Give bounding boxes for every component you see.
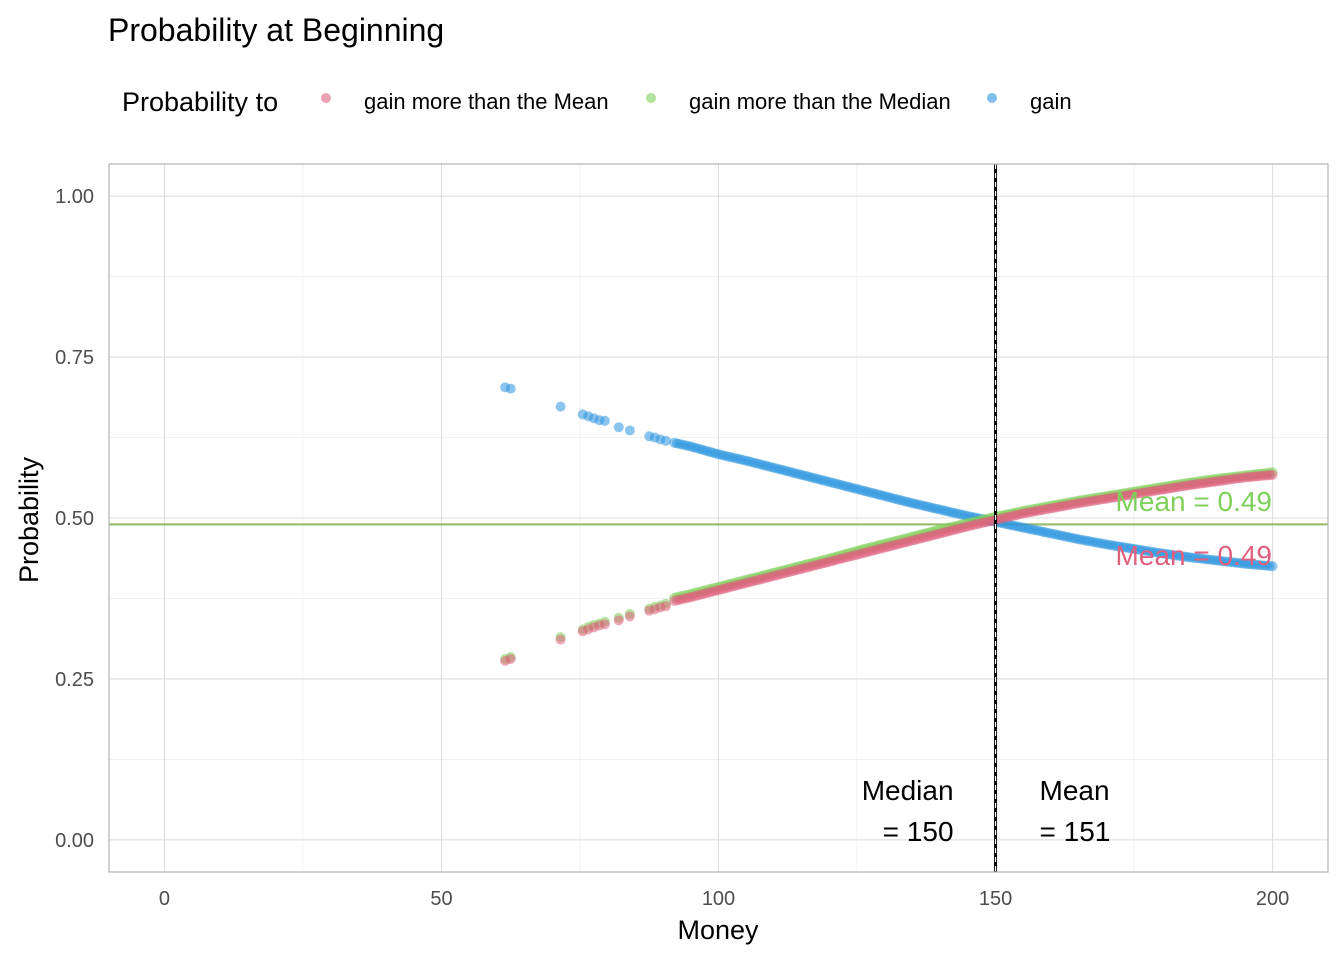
x-axis-ticks: 0 50 100 150 200: [159, 888, 1289, 910]
legend-key-2: [987, 93, 997, 103]
mean-series-mean-label: Mean = 0.49: [1116, 540, 1272, 571]
x-tick-label: 100: [702, 888, 735, 910]
data-points: [500, 382, 1278, 666]
plot-panel: Median = 150 Mean = 151 Mean = 0.49 Mean = 0.…: [108, 163, 1329, 873]
median-annotation-line1: Median: [862, 775, 954, 806]
y-tick-label: 0.75: [55, 347, 94, 369]
x-axis-title: Money: [677, 915, 759, 945]
data-point: [613, 422, 624, 433]
y-tick-label: 1.00: [55, 186, 94, 208]
data-point: [555, 634, 566, 645]
y-tick-label: 0.00: [55, 830, 94, 852]
data-point: [613, 615, 624, 626]
legend-label-1: gain more than the Median: [689, 89, 951, 114]
y-axis-title: Probability: [14, 456, 44, 583]
data-point: [599, 415, 610, 426]
legend-title: Probability to: [122, 87, 278, 117]
legend-key-0: [321, 93, 331, 103]
mean-annotation-line2: = 151: [1040, 816, 1111, 847]
chart-title: Probability at Beginning: [108, 12, 444, 48]
series-gain-more-than-the-mean: [500, 469, 1278, 666]
data-point: [660, 601, 671, 612]
panel-border: [108, 163, 1329, 873]
y-axis-ticks: 0.00 0.25 0.50 0.75 1.00: [55, 186, 94, 852]
data-point: [555, 401, 566, 412]
x-tick-label: 150: [979, 888, 1012, 910]
legend-key-1: [646, 93, 656, 103]
x-tick-label: 200: [1256, 888, 1289, 910]
series-gain: [500, 382, 1278, 572]
y-tick-label: 0.50: [55, 508, 94, 530]
legend-label-0: gain more than the Mean: [364, 89, 609, 114]
y-tick-label: 0.25: [55, 669, 94, 691]
median-series-mean-label: Mean = 0.49: [1116, 486, 1272, 517]
data-point: [505, 653, 516, 664]
data-point: [624, 611, 635, 622]
annotations: Median = 150 Mean = 151 Mean = 0.49 Mean = 0.…: [862, 486, 1272, 847]
data-point: [505, 383, 516, 394]
median-annotation-line2: = 150: [883, 816, 954, 847]
legend: Probability to gain more than the Mean ga…: [122, 87, 1072, 117]
data-point: [624, 425, 635, 436]
mean-annotation-line1: Mean: [1040, 775, 1110, 806]
data-point: [660, 435, 671, 446]
data-point: [1267, 469, 1278, 480]
data-point: [1267, 561, 1278, 572]
legend-label-2: gain: [1030, 89, 1072, 114]
data-point: [599, 619, 610, 630]
x-tick-label: 0: [159, 888, 170, 910]
major-gridlines: [109, 164, 1328, 872]
x-tick-label: 50: [430, 888, 452, 910]
